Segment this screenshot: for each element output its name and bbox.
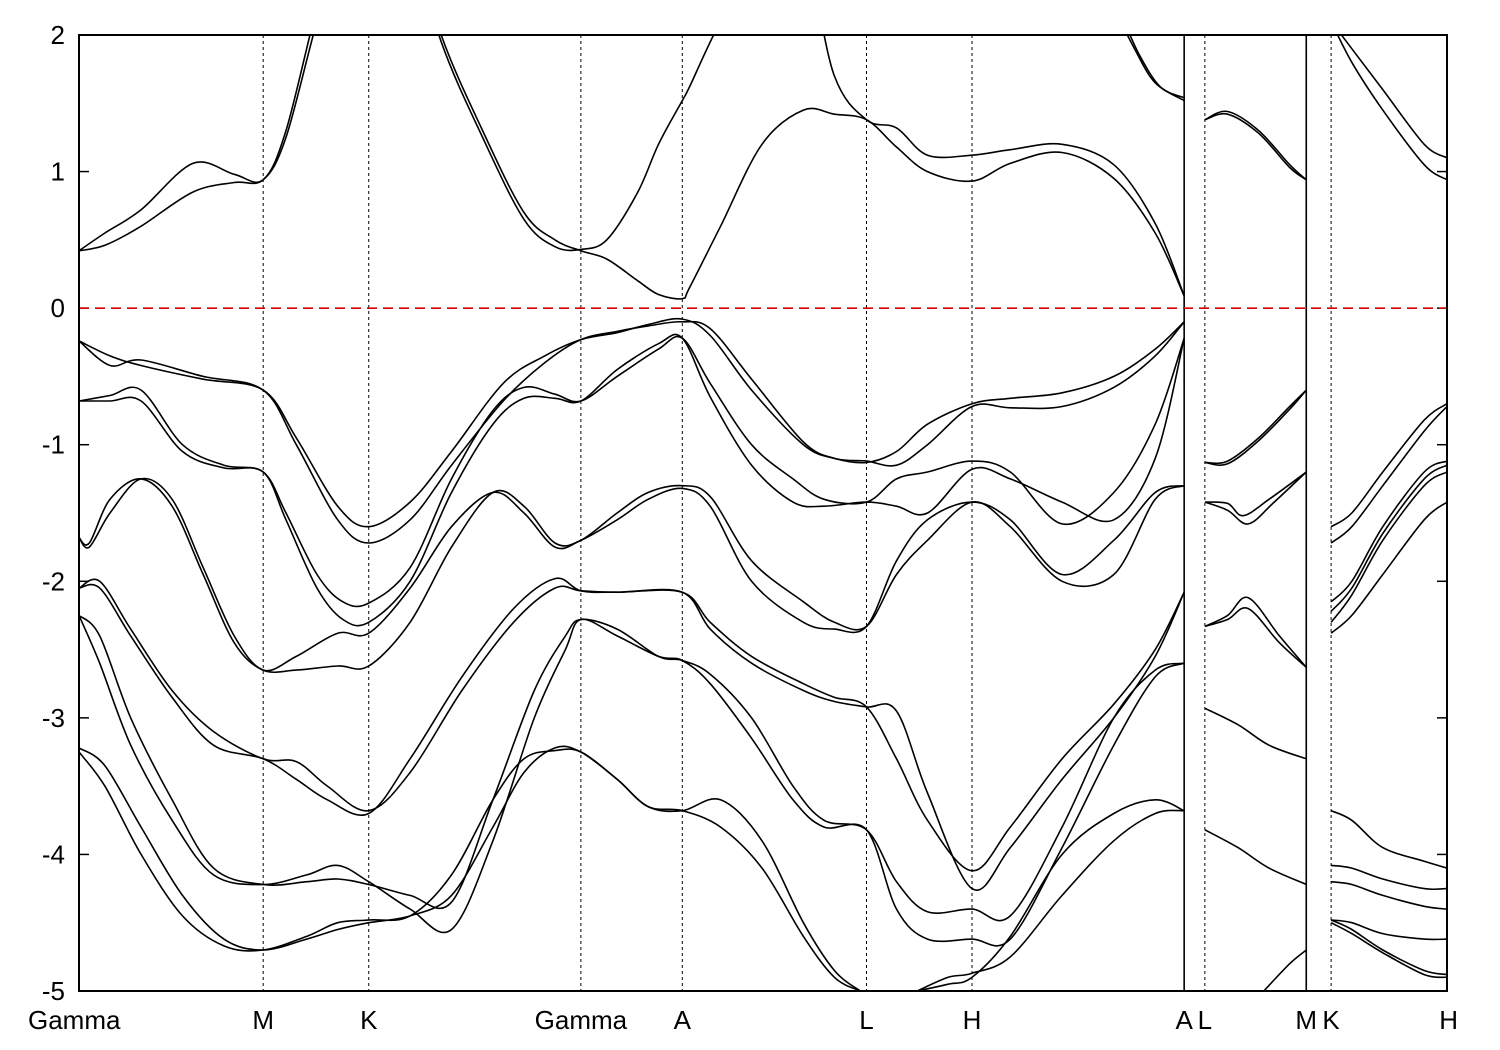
x-tick-label: K: [360, 1005, 378, 1035]
band-line-11: [79, 577, 1185, 872]
band-line-30: [1340, 35, 1447, 159]
band-line-9: [79, 477, 1185, 672]
band-line-37: [1330, 501, 1447, 634]
band-line-6: [79, 320, 1185, 544]
band-line-27: [1204, 707, 1307, 760]
x-tick-label: M: [1295, 1005, 1317, 1035]
x-axis: Gamma M K Gamma A L H A L M K H: [28, 1005, 1458, 1035]
x-tick-label: A: [1175, 1005, 1193, 1035]
band-line-40: [1330, 880, 1447, 910]
band-line-26: [1204, 607, 1307, 668]
band-line-41: [1331, 919, 1447, 941]
band-lines: [79, 35, 1447, 991]
y-tick-label: -1: [42, 430, 65, 460]
band-line-32: [1330, 403, 1447, 528]
band-line-12: [79, 578, 1185, 891]
band-line-34: [1330, 460, 1447, 603]
band-line-42: [1330, 919, 1447, 976]
band-line-2: [79, 35, 1185, 297]
band-line-19: [1204, 110, 1307, 181]
band-line-29: [1263, 949, 1307, 991]
band-line-7: [79, 335, 1185, 608]
band-line-17: [916, 809, 1185, 991]
band-line-5: [79, 317, 1185, 528]
band-line-33: [1330, 405, 1447, 544]
plot-frame: [78, 34, 1448, 992]
band-line-14: [79, 615, 1185, 947]
band-line-21: [1204, 389, 1307, 465]
band-line-4: [1129, 35, 1185, 99]
band-line-28: [1204, 829, 1307, 886]
x-tick-label: Gamma: [28, 1005, 121, 1035]
band-line-24: [1204, 471, 1307, 525]
band-line-36: [1330, 471, 1447, 623]
band-line-20: [1204, 112, 1307, 181]
y-tick-label: 0: [51, 293, 65, 323]
band-line-43: [1330, 921, 1447, 979]
band-line-10: [79, 478, 1185, 674]
x-tick-label: K: [1322, 1005, 1340, 1035]
y-tick-label: 2: [51, 20, 65, 50]
band-line-18: [917, 798, 1185, 991]
y-tick-label: -4: [42, 839, 65, 869]
band-line-31: [1336, 35, 1447, 181]
y-tick-label: 1: [51, 157, 65, 187]
high-symmetry-lines: [262, 35, 1332, 991]
x-tick-label: H: [963, 1005, 982, 1035]
y-tick-label: -3: [42, 703, 65, 733]
band-line-3: [1126, 35, 1185, 102]
band-line-13: [79, 614, 1185, 922]
x-tick-label: M: [252, 1005, 274, 1035]
x-tick-label: A: [674, 1005, 692, 1035]
band-line-38: [1330, 809, 1447, 869]
band-line-39: [1331, 864, 1447, 891]
y-tick-label: -5: [42, 976, 65, 1006]
x-tick-label: L: [1198, 1005, 1212, 1035]
band-line-25: [1204, 596, 1307, 668]
band-line-16: [79, 748, 861, 991]
x-tick-label: H: [1439, 1005, 1458, 1035]
band-line-15: [79, 745, 861, 991]
y-tick-label: -2: [42, 566, 65, 596]
band-line-35: [1330, 464, 1447, 612]
band-line-1: [79, 35, 1185, 300]
band-line-8: [79, 333, 1185, 627]
x-tick-label: L: [859, 1005, 873, 1035]
band-line-22: [1204, 389, 1307, 466]
x-tick-label: Gamma: [535, 1005, 628, 1035]
band-line-23: [1204, 471, 1307, 517]
y-axis: 2 1 0 -1 -2 -3 -4 -5: [42, 20, 1447, 1006]
